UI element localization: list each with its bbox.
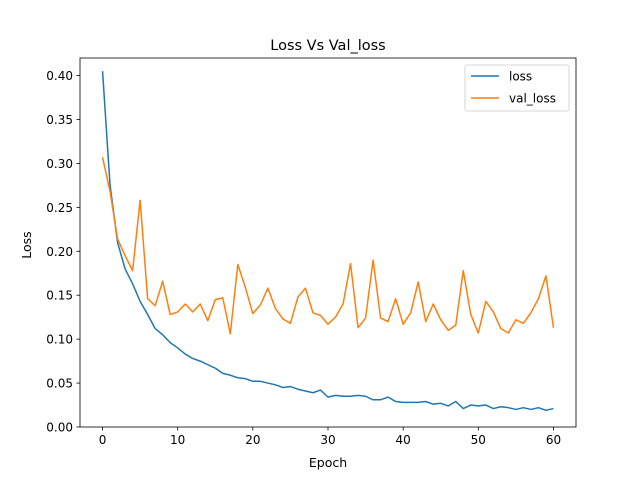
- x-tick-label: 0: [99, 433, 107, 447]
- y-tick-label: 0.35: [46, 113, 73, 127]
- y-tick-label: 0.30: [46, 157, 73, 171]
- legend-label-val-loss: val_loss: [509, 92, 556, 106]
- series-line-loss: [101, 71, 554, 412]
- x-axis: 0 10 20 30 40 50 60: [99, 427, 561, 447]
- y-tick-label: 0.40: [46, 69, 73, 83]
- x-tick-label: 20: [245, 433, 260, 447]
- plot-frame: [79, 57, 577, 428]
- x-tick-label: 30: [320, 433, 335, 447]
- y-tick-label: 0.05: [46, 377, 73, 391]
- y-tick-label: 0.25: [46, 201, 73, 215]
- plot-area: [79, 57, 577, 428]
- y-tick-label: 0.20: [46, 245, 73, 259]
- series-line-val-loss: [101, 157, 555, 335]
- chart-title: Loss Vs Val_loss: [270, 38, 385, 54]
- x-tick-label: 10: [170, 433, 185, 447]
- y-tick-label: 0.00: [46, 421, 73, 435]
- legend: loss val_loss: [464, 64, 570, 112]
- x-axis-label: Epoch: [309, 455, 347, 470]
- x-tick-label: 50: [471, 433, 486, 447]
- y-axis-label: Loss: [19, 231, 34, 258]
- x-tick-label: 40: [396, 433, 411, 447]
- y-tick-label: 0.10: [46, 333, 73, 347]
- legend-label-loss: loss: [509, 70, 532, 84]
- x-tick-label: 60: [546, 433, 561, 447]
- y-tick-label: 0.15: [46, 289, 73, 303]
- y-axis: 0.00 0.05 0.10 0.15 0.20 0.25 0.30 0.35 0.40: [46, 69, 80, 435]
